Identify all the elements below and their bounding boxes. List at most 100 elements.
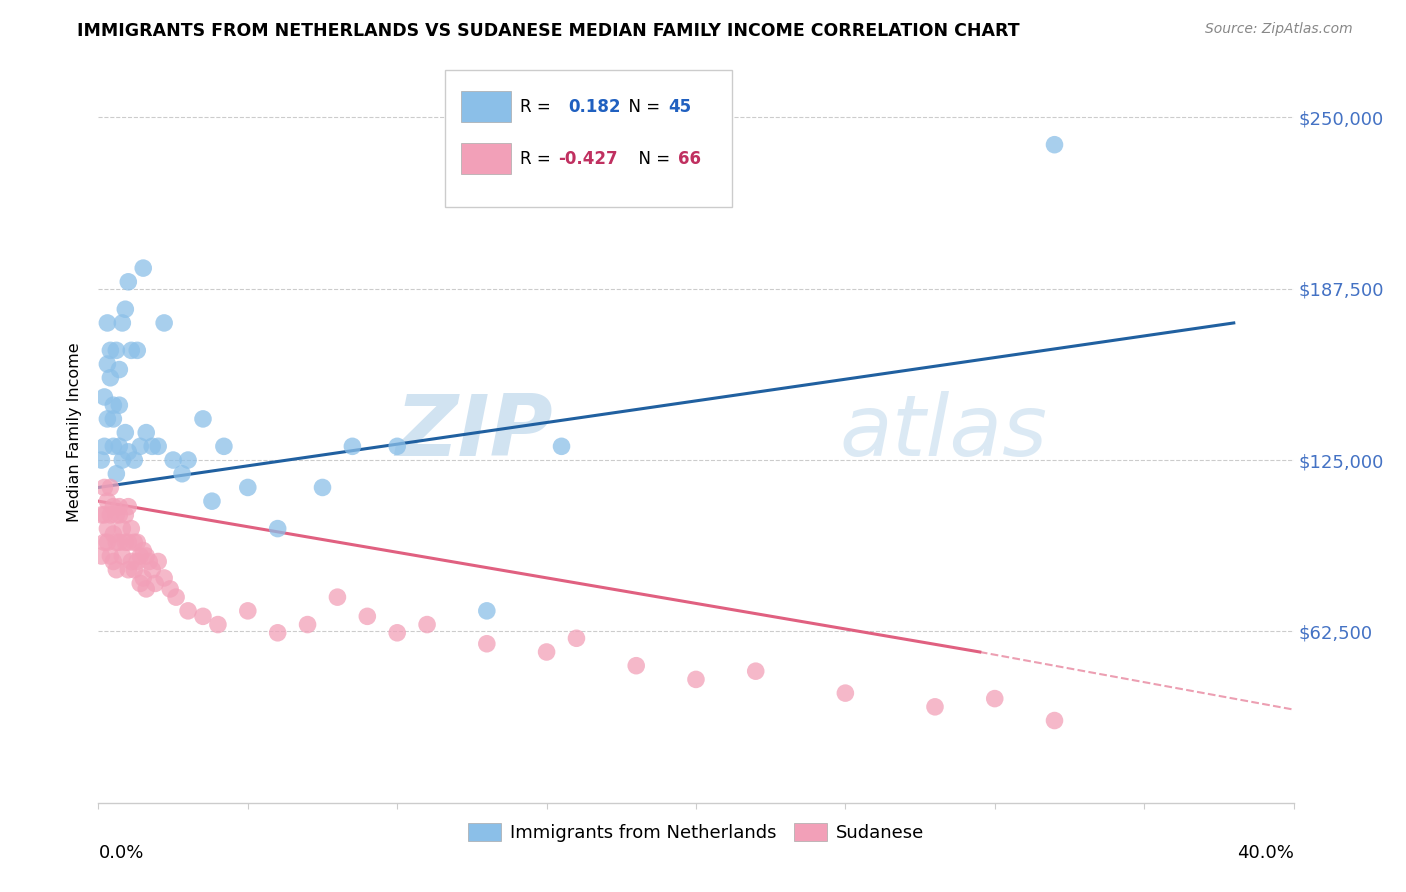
Point (120, 554, 142, 568)
Point (297, 617, 319, 632)
Point (135, 549, 157, 563)
Point (385, 625, 409, 640)
Point (236, 480, 259, 494)
Point (141, 439, 163, 453)
Point (108, 508, 131, 522)
Point (138, 554, 160, 568)
Point (103, 500, 125, 514)
Point (159, 582, 181, 596)
Point (105, 535, 128, 549)
Point (103, 398, 125, 412)
Point (129, 439, 152, 453)
Y-axis label: Median Family Income: Median Family Income (67, 343, 83, 523)
Text: R =: R = (520, 150, 557, 168)
Point (565, 632, 588, 646)
Point (108, 362, 131, 376)
Point (124, 453, 146, 467)
Point (356, 609, 378, 624)
Point (105, 467, 128, 481)
Point (108, 535, 131, 549)
Text: 66: 66 (678, 150, 702, 168)
Text: N =: N = (619, 98, 665, 116)
Point (165, 590, 187, 604)
Point (98, 371, 122, 385)
Point (132, 571, 155, 585)
Point (96, 316, 118, 330)
Point (475, 604, 498, 618)
Point (326, 590, 349, 604)
Text: IMMIGRANTS FROM NETHERLANDS VS SUDANESE MEDIAN FAMILY INCOME CORRELATION CHART: IMMIGRANTS FROM NETHERLANDS VS SUDANESE … (77, 22, 1019, 40)
Point (162, 453, 184, 467)
Point (98, 549, 122, 563)
Point (96, 357, 118, 371)
Text: 45: 45 (668, 98, 692, 116)
Point (117, 500, 139, 514)
Legend: Immigrants from Netherlands, Sudanese: Immigrants from Netherlands, Sudanese (461, 815, 931, 849)
Point (90, 508, 112, 522)
Point (177, 604, 200, 618)
Point (127, 535, 149, 549)
Point (111, 453, 134, 467)
Point (114, 302, 136, 317)
Point (120, 343, 142, 358)
Point (93, 480, 115, 494)
Point (177, 453, 200, 467)
Point (153, 571, 176, 585)
Point (236, 604, 259, 618)
Point (129, 549, 152, 563)
Point (93, 535, 115, 549)
Point (141, 563, 163, 577)
Point (114, 508, 136, 522)
Point (148, 439, 170, 453)
Point (984, 691, 1007, 706)
Point (685, 673, 707, 687)
Point (98, 508, 122, 522)
Point (1043, 137, 1066, 152)
Point (105, 508, 128, 522)
Point (114, 535, 136, 549)
Point (103, 527, 125, 541)
Point (342, 439, 364, 453)
Point (475, 637, 498, 651)
Point (96, 494, 118, 508)
Point (93, 508, 115, 522)
Point (191, 609, 214, 624)
Point (93, 390, 115, 404)
Point (90, 549, 112, 563)
Point (98, 480, 122, 494)
Point (103, 439, 125, 453)
Point (834, 686, 856, 700)
Point (108, 500, 131, 514)
Point (111, 549, 134, 563)
Point (120, 522, 142, 536)
Text: Source: ZipAtlas.com: Source: ZipAtlas.com (1205, 22, 1353, 37)
Point (924, 699, 946, 714)
Point (191, 412, 214, 426)
Text: R =: R = (520, 98, 561, 116)
Point (127, 554, 149, 568)
Point (153, 316, 176, 330)
Point (745, 664, 768, 678)
Point (124, 535, 146, 549)
Point (135, 582, 157, 596)
Point (311, 480, 333, 494)
FancyBboxPatch shape (461, 143, 510, 174)
Point (536, 645, 558, 659)
Point (212, 439, 235, 453)
Point (127, 343, 149, 358)
Point (267, 625, 290, 640)
Point (108, 398, 131, 412)
Point (114, 425, 136, 440)
Point (117, 445, 139, 459)
Point (90, 453, 112, 467)
Point (267, 522, 290, 536)
Point (132, 543, 155, 558)
Text: ZIP: ZIP (395, 391, 553, 475)
Point (148, 554, 170, 568)
Point (129, 576, 152, 591)
Point (626, 658, 648, 673)
Point (96, 412, 118, 426)
Point (143, 576, 166, 591)
Point (96, 522, 118, 536)
Point (117, 275, 139, 289)
